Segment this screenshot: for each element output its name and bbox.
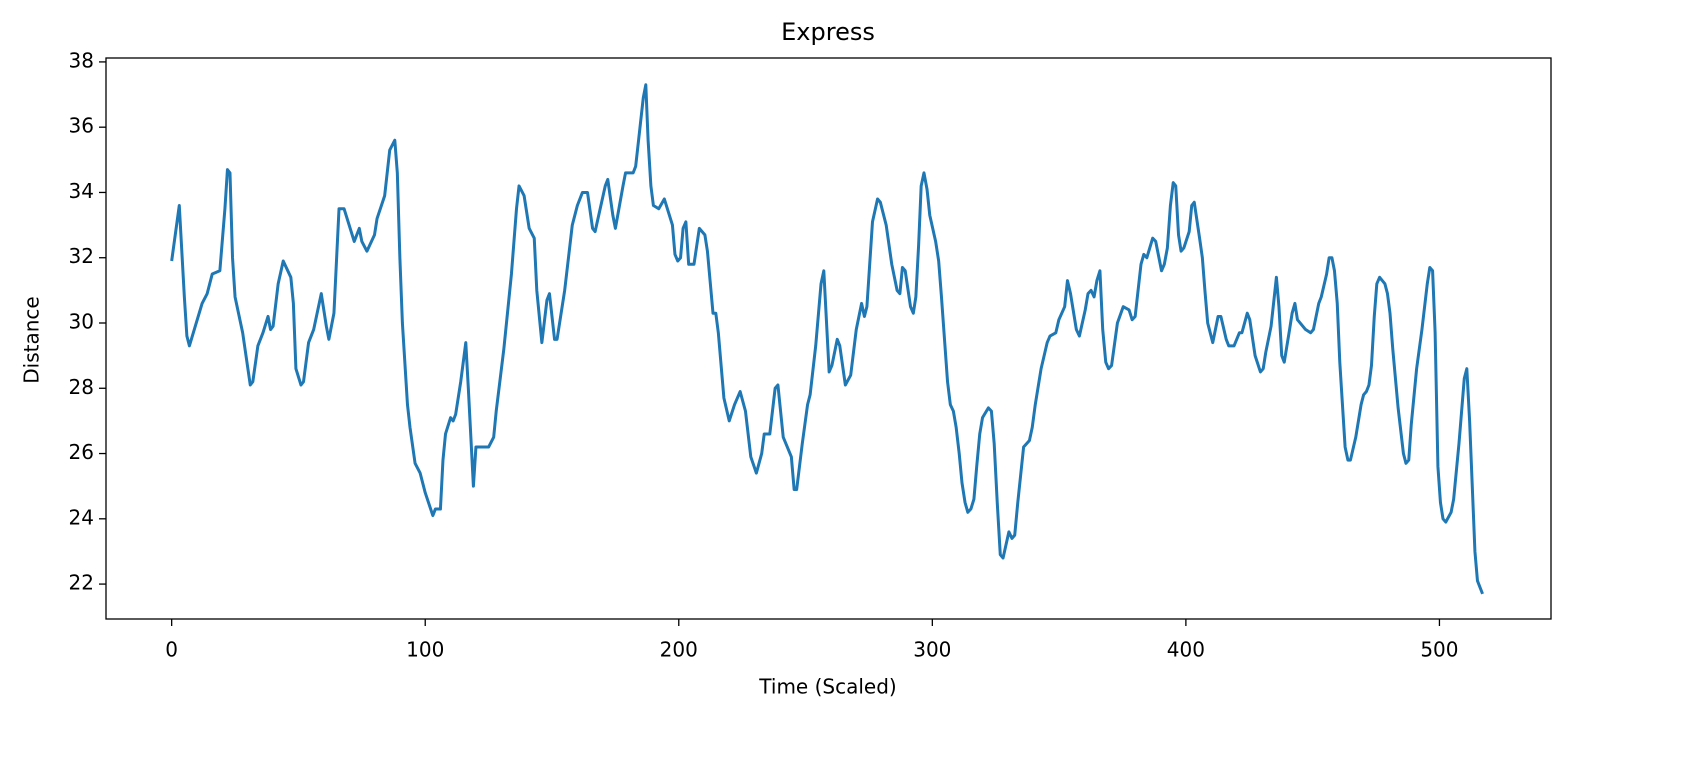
plot-frame xyxy=(105,57,1552,620)
y-tick-label: 24 xyxy=(69,505,94,529)
x-axis-label: Time (Scaled) xyxy=(758,675,896,699)
x-tick-label: 300 xyxy=(913,638,951,662)
y-tick-label: 28 xyxy=(69,375,94,399)
x-tick-label: 500 xyxy=(1420,638,1458,662)
y-tick-label: 30 xyxy=(69,309,94,333)
x-tick-label: 200 xyxy=(660,638,698,662)
data-line xyxy=(170,83,1484,595)
y-tick-label: 22 xyxy=(69,571,94,595)
y-tick-label: 26 xyxy=(69,440,94,464)
x-tick-label: 100 xyxy=(406,638,444,662)
x-tick-label: 0 xyxy=(165,638,178,662)
y-tick-label: 34 xyxy=(69,179,94,203)
chart-title: Express xyxy=(781,18,875,46)
y-tick-label: 38 xyxy=(69,48,94,72)
x-tick-label: 400 xyxy=(1167,638,1205,662)
y-axis-label: Distance xyxy=(20,296,44,383)
y-tick-label: 32 xyxy=(69,244,94,268)
y-tick-label: 36 xyxy=(69,114,94,138)
